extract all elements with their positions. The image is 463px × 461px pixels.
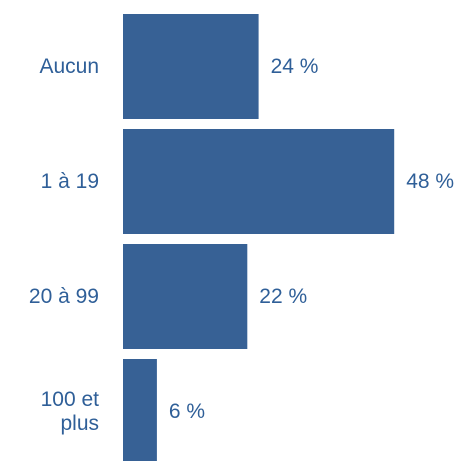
category-label: 20 à 99 [29,285,99,308]
bar-2 [123,244,248,349]
value-label: 24 % [271,55,319,78]
category-label: 1 à 19 [41,170,99,193]
category-label: 100 et plus [41,388,100,435]
value-label: 6 % [169,400,205,423]
bar-1 [123,129,395,234]
bar-3 [123,359,157,461]
category-label: Aucun [39,55,99,78]
value-label: 22 % [259,285,307,308]
value-label: 48 % [406,170,454,193]
bar-0 [123,14,259,119]
